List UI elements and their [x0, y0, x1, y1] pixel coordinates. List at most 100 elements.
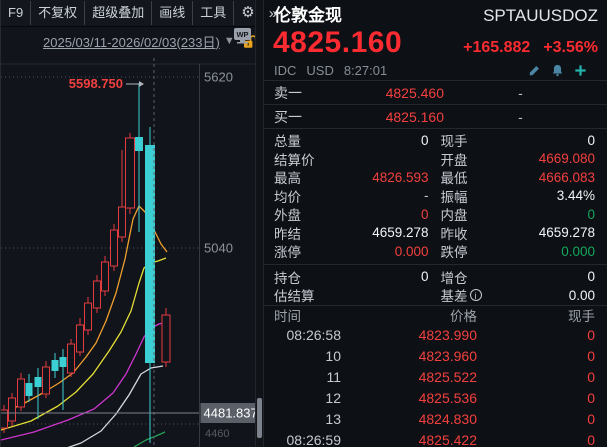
- stat-cell: 振幅 3.44%: [441, 186, 596, 206]
- stat-label: 内盘: [440, 208, 468, 224]
- stats-row: 外盘 0 内盘 0: [264, 205, 607, 224]
- bid-label: 买一: [274, 108, 302, 125]
- add-plus-icon[interactable]: [573, 63, 588, 78]
- price-change: +165.882: [463, 39, 531, 56]
- tick-time-header: 时间: [274, 309, 301, 324]
- stat-cell: 最高 4826.593: [274, 167, 429, 187]
- tick-vol: 0: [587, 432, 595, 447]
- toolbar-item-1[interactable]: F9: [1, 1, 32, 25]
- bid-row[interactable]: 买一 4825.160 -: [264, 105, 607, 129]
- tick-rows: 08:26:58 4823.990 0 10 4823.960 0 11 4825.522 0 1…: [274, 325, 596, 447]
- candle-up: [17, 378, 25, 408]
- tick-vol: 0: [587, 369, 595, 385]
- tick-list[interactable]: 时间 价格 现手 08:26:58 4823.990 0 10 4823.960 0 11 4…: [264, 304, 607, 447]
- crosshair-price-label: 4481.837: [204, 406, 256, 421]
- tick-row[interactable]: 13 4824.830 0: [274, 409, 595, 430]
- tick-price: 4825.536: [418, 390, 477, 406]
- stat-value: 0: [420, 132, 429, 148]
- tick-time: 13: [325, 411, 341, 427]
- tick-price: 4825.522: [418, 369, 477, 385]
- stat-label: 均价: [274, 189, 301, 205]
- date-range-row: 2025/03/11-2026/02/03(233日) ▼: [1, 27, 256, 55]
- tick-vol: 0: [587, 327, 595, 343]
- stat-label: 基差 i: [441, 285, 482, 305]
- scrollbar-thumb[interactable]: [257, 398, 262, 438]
- toolbar-item-5[interactable]: 工具: [193, 1, 235, 25]
- stats-row: 总量 0 现手 0: [264, 131, 607, 150]
- tick-price: 4825.422: [418, 432, 477, 447]
- stat-cell: 持仓 0: [274, 267, 429, 287]
- ask-label: 卖一: [274, 84, 302, 101]
- candlestick-chart[interactable]: 5620 5040 4460 4481.837 5598.750: [1, 55, 255, 447]
- date-range-selector[interactable]: 2025/03/11-2026/02/03(233日): [43, 34, 220, 50]
- stat-label: 总量: [274, 134, 301, 150]
- ma-green-line: [133, 431, 166, 447]
- panel-scrollbar[interactable]: [255, 0, 264, 447]
- candle-up: [101, 261, 109, 292]
- stat-label: 昨结: [274, 226, 301, 242]
- tick-time: 10: [325, 348, 341, 364]
- tick-row[interactable]: 08:26:58 4823.990 0: [274, 325, 596, 346]
- price-change-percent: +3.56%: [543, 39, 598, 56]
- candle-up: [42, 366, 50, 395]
- stat-cell: 均价 -: [274, 186, 429, 206]
- currency-code: USD: [306, 62, 334, 78]
- chevron-down-icon[interactable]: ▼: [223, 35, 235, 47]
- tick-row[interactable]: 10 4823.960 0: [274, 346, 595, 367]
- tick-row[interactable]: 11 4825.522 0: [274, 367, 595, 388]
- toolbar-item-4[interactable]: 画线: [152, 1, 194, 25]
- quote-panel: 伦敦金现 SPTAUUSDOZ 4825.160 +165.882 +3.56%…: [264, 0, 607, 447]
- stat-value: 0: [587, 269, 595, 285]
- stat-cell: 昨结 4659.278: [274, 223, 429, 243]
- candle-up: [118, 206, 126, 238]
- stat-cell: 增仓 0: [441, 267, 596, 287]
- peak-annotation-label: 5598.750: [69, 76, 123, 91]
- info-icon[interactable]: i: [469, 289, 482, 302]
- wp-badge-icon[interactable]: WP: [233, 27, 252, 44]
- candle-up: [110, 229, 118, 267]
- edit-pencil-icon[interactable]: [527, 63, 542, 78]
- stat-value: 4669.080: [538, 151, 595, 167]
- tick-row[interactable]: 08:26:59 4825.422 0: [274, 430, 596, 447]
- stat-label: 现手: [440, 134, 468, 150]
- tick-row[interactable]: 12 4825.536 0: [274, 388, 595, 409]
- quote-stats-grid: 总量 0 现手 0 结算价 开盘 4669.080 最高 4826.593 最低 4666.083 均…: [264, 129, 607, 305]
- chart-toolbar: F9 不复权 超级叠加 画线 工具 ⚙»: [1, 0, 277, 27]
- stats-row: 涨停 0.000 跌停 0.000: [264, 242, 607, 261]
- stat-cell: 涨停 0.000: [274, 241, 429, 261]
- stats-row: 最高 4826.593 最低 4666.083: [264, 168, 607, 187]
- stat-cell: 现手 0: [441, 130, 596, 150]
- stat-cell: 跌停 0.000: [441, 241, 596, 261]
- stat-value: 0: [420, 269, 429, 285]
- stat-cell: 总量 0: [274, 130, 429, 150]
- stat-value: -: [424, 188, 429, 204]
- stats-divider: [264, 263, 607, 265]
- more-chevrons-icon[interactable]: »: [268, 4, 277, 22]
- stat-cell: 昨收 4659.278: [441, 223, 596, 243]
- stats-row: 均价 - 振幅 3.44%: [264, 187, 607, 206]
- stat-cell: 外盘 0: [274, 204, 429, 224]
- crosshair-price-box: [200, 403, 255, 423]
- ask-row[interactable]: 卖一 4825.460 -: [264, 81, 607, 105]
- stat-label: 跌停: [440, 245, 468, 261]
- y-axis-label: 5040: [204, 241, 233, 256]
- tick-price: 4824.830: [418, 411, 477, 427]
- stat-value: 4659.278: [372, 225, 429, 241]
- stat-cell: 基差 i 0.00: [441, 285, 596, 305]
- stat-label: 振幅: [440, 189, 468, 205]
- stat-label: 持仓: [274, 270, 301, 286]
- tick-time: 11: [326, 369, 341, 385]
- candle-up: [1, 409, 8, 429]
- alert-bell-icon[interactable]: [550, 63, 565, 78]
- stat-label: 开盘: [440, 152, 468, 168]
- stat-value: 4659.278: [538, 225, 595, 241]
- stat-value: 4666.083: [538, 169, 595, 185]
- stat-cell: 内盘 0: [441, 204, 596, 224]
- chart-panel: F9 不复权 超级叠加 画线 工具 ⚙» 2025/03/11-2026/02/03(23…: [1, 0, 277, 447]
- stat-value: 0.000: [394, 243, 429, 259]
- tick-list-header: 时间 价格 现手: [274, 306, 595, 325]
- toolbar-item-2[interactable]: 不复权: [31, 1, 86, 25]
- bid-size: -: [518, 108, 523, 125]
- toolbar-item-3[interactable]: 超级叠加: [85, 1, 153, 25]
